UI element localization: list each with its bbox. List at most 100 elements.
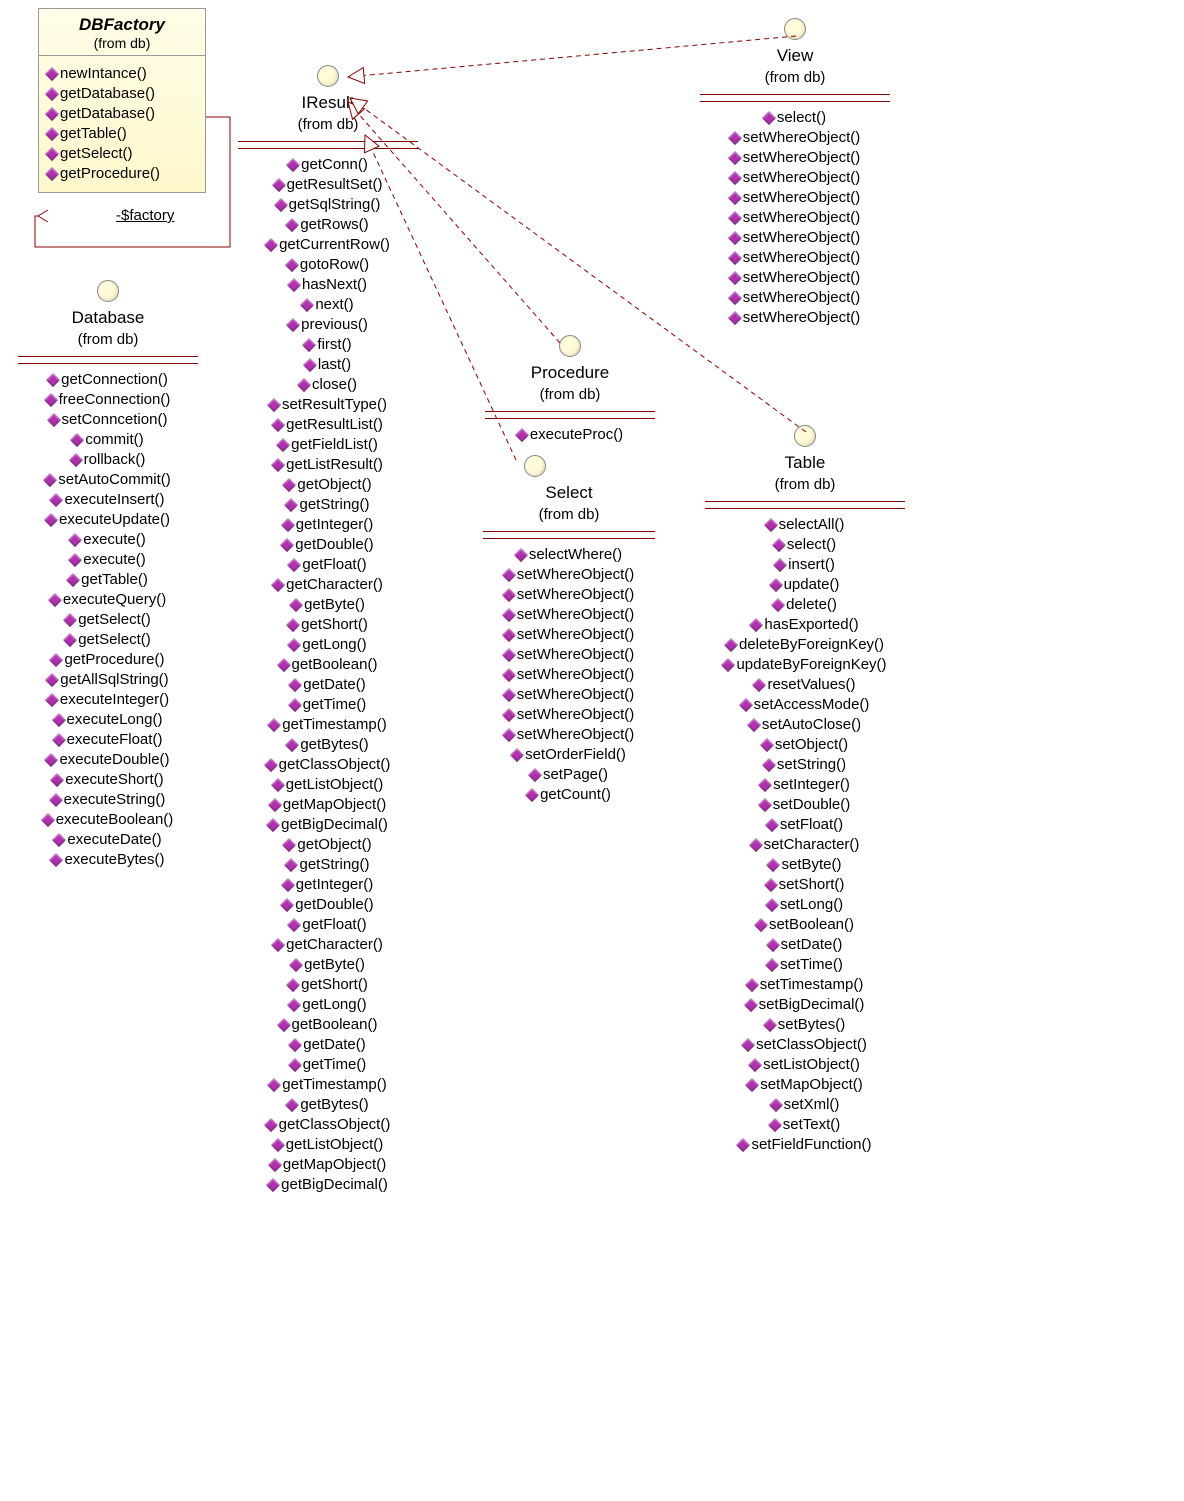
method: executeFloat() (54, 730, 163, 750)
method-icon (287, 558, 301, 572)
class-from: (from db) (18, 331, 198, 348)
method: setDate() (768, 935, 843, 955)
method-label: getDouble() (295, 535, 373, 555)
method: getSqlString() (276, 195, 381, 215)
method-icon (728, 231, 742, 245)
method-label: next() (315, 295, 353, 315)
method: setWhereObject() (730, 248, 861, 268)
method-icon (728, 131, 742, 145)
divider (238, 141, 418, 142)
method-label: getTable() (81, 570, 148, 590)
method: setWhereObject() (730, 288, 861, 308)
method: update() (771, 575, 840, 595)
method: last() (305, 355, 351, 375)
method: getProcedure() (51, 650, 164, 670)
method: setWhereObject() (504, 625, 635, 645)
method-label: getListObject() (286, 1135, 384, 1155)
method-icon (271, 418, 285, 432)
method-icon (44, 513, 58, 527)
interface-circle-icon (524, 455, 546, 477)
method-icon (45, 167, 59, 181)
method-icon (268, 1158, 282, 1172)
method-label: getInteger() (296, 875, 374, 895)
method-icon (736, 1138, 750, 1152)
method: getCount() (527, 785, 611, 805)
method-label: setWhereObject() (743, 228, 861, 248)
method-label: getSqlString() (289, 195, 381, 215)
method: getListResult() (273, 455, 383, 475)
method-label: last() (318, 355, 351, 375)
methods-list: selectWhere()setWhereObject()setWhereObj… (483, 545, 655, 805)
dbfactory-header: DBFactory (from db) (39, 9, 205, 56)
method: setPage() (530, 765, 608, 785)
method-label: close() (312, 375, 357, 395)
method-label: getTimestamp() (282, 1075, 386, 1095)
method: executeInsert() (51, 490, 164, 510)
divider (705, 501, 905, 502)
method-label: getListResult() (286, 455, 383, 475)
divider (483, 531, 655, 532)
method-label: getFloat() (302, 555, 366, 575)
method-label: getBigDecimal() (281, 815, 388, 835)
class-from: (from db) (238, 116, 418, 133)
method-label: getDatabase() (60, 84, 155, 104)
method-icon (773, 558, 787, 572)
method: executeUpdate() (46, 510, 170, 530)
method-label: getLong() (302, 995, 366, 1015)
interface-circle-icon (317, 65, 339, 87)
method-label: getTimestamp() (282, 715, 386, 735)
method-icon (68, 553, 82, 567)
method-icon (297, 378, 311, 392)
method: executeProc() (517, 425, 623, 445)
method: getProcedure() (47, 164, 160, 184)
method-icon (502, 568, 516, 582)
method-label: commit() (85, 430, 143, 450)
method-label: getClassObject() (279, 1115, 391, 1135)
method: getTimestamp() (269, 715, 386, 735)
method-icon (49, 493, 63, 507)
method-label: setAutoClose() (762, 715, 861, 735)
methods-list: select()setWhereObject()setWhereObject()… (700, 108, 890, 328)
method-icon (48, 593, 62, 607)
method-label: getTime() (303, 1055, 367, 1075)
dbfactory-title: DBFactory (43, 15, 201, 35)
method-icon (738, 698, 752, 712)
method: delete() (773, 595, 837, 615)
method: setMapObject() (747, 1075, 863, 1095)
method-icon (760, 738, 774, 752)
method-label: getSelect() (60, 144, 133, 164)
method-icon (288, 1038, 302, 1052)
method-label: getBigDecimal() (281, 1175, 388, 1195)
method-label: getString() (299, 855, 369, 875)
method: updateByForeignKey() (723, 655, 886, 675)
method-icon (45, 87, 59, 101)
method: deleteByForeignKey() (726, 635, 884, 655)
method: getResultSet() (274, 175, 383, 195)
method-label: getResultList() (286, 415, 383, 435)
method-icon (748, 838, 762, 852)
method-icon (749, 618, 763, 632)
dbfactory-methods: newIntance()getDatabase()getDatabase()ge… (39, 56, 205, 192)
method: executeString() (51, 790, 166, 810)
method: setConncetion() (49, 410, 168, 430)
method: getBigDecimal() (268, 1175, 388, 1195)
method-icon (45, 693, 59, 707)
method: setWhereObject() (504, 725, 635, 745)
method-label: getByte() (304, 955, 365, 975)
method-label: getCharacter() (286, 935, 383, 955)
method: setBytes() (765, 1015, 846, 1035)
method-icon (748, 1058, 762, 1072)
method: setTimestamp() (747, 975, 864, 995)
method: getTimestamp() (269, 1075, 386, 1095)
table-class: Table(from db)selectAll()select()insert(… (705, 425, 905, 1155)
method: getFloat() (289, 915, 366, 935)
method: getShort() (288, 975, 368, 995)
method: setListObject() (750, 1055, 860, 1075)
method-label: getLong() (302, 635, 366, 655)
method-label: getSelect() (78, 630, 151, 650)
method-icon (728, 171, 742, 185)
method-label: executeQuery() (63, 590, 166, 610)
method-label: select() (787, 535, 836, 555)
method: getString() (286, 855, 369, 875)
database-class: Database(from db)getConnection()freeConn… (18, 280, 198, 870)
